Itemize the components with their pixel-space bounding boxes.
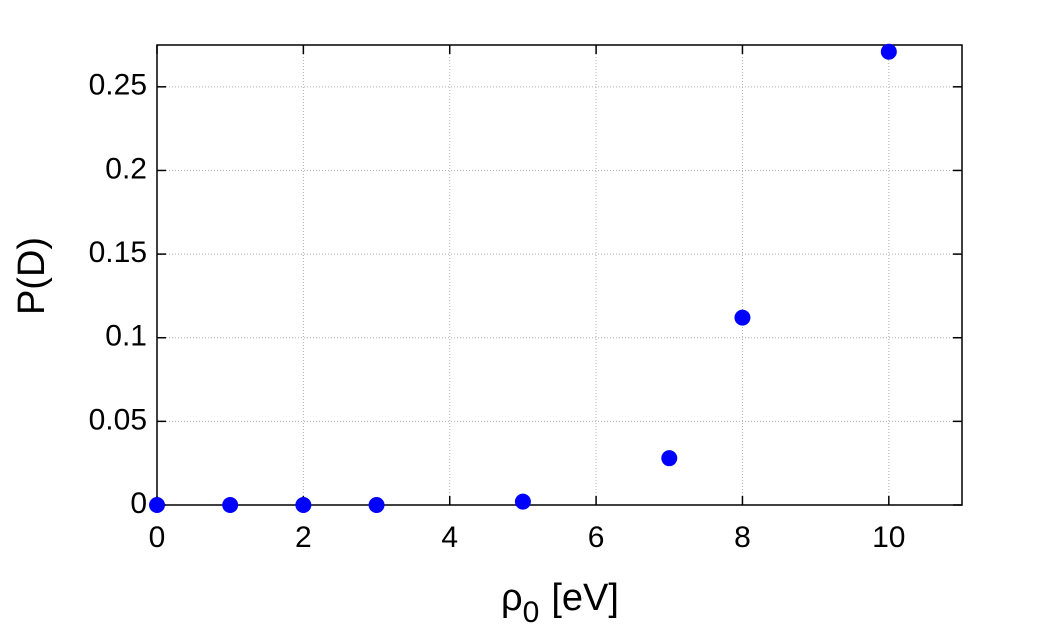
y-tick-label: 0.25: [89, 69, 147, 102]
x-tick-label: 4: [441, 521, 458, 554]
plot-frame: [156, 44, 963, 506]
y-tick-label: 0: [130, 487, 147, 520]
x-label-subscript: 0: [523, 596, 540, 629]
x-tick-label: 0: [149, 521, 166, 554]
y-tick-label: 0.1: [105, 320, 147, 353]
y-axis-label: P(D): [11, 237, 53, 315]
x-tick-label: 2: [295, 521, 312, 554]
data-point: [514, 493, 531, 510]
data-point: [661, 450, 678, 467]
x-tick-label: 8: [734, 521, 751, 554]
x-tick-label: 6: [588, 521, 605, 554]
y-tick-label: 0.15: [89, 236, 147, 269]
data-point: [368, 497, 385, 513]
x-label-unit: [eV]: [551, 577, 619, 619]
data-point: [295, 497, 312, 513]
x-tick-label: 10: [872, 521, 905, 554]
x-axis-label: ρ0 [eV]: [501, 577, 619, 629]
data-point: [149, 497, 165, 513]
y-tick-label: 0.05: [89, 403, 147, 436]
data-point: [222, 497, 239, 513]
data-point: [734, 309, 751, 326]
x-label-symbol: ρ: [501, 577, 523, 619]
y-tick-label: 0.2: [105, 152, 147, 185]
data-point: [880, 43, 897, 60]
